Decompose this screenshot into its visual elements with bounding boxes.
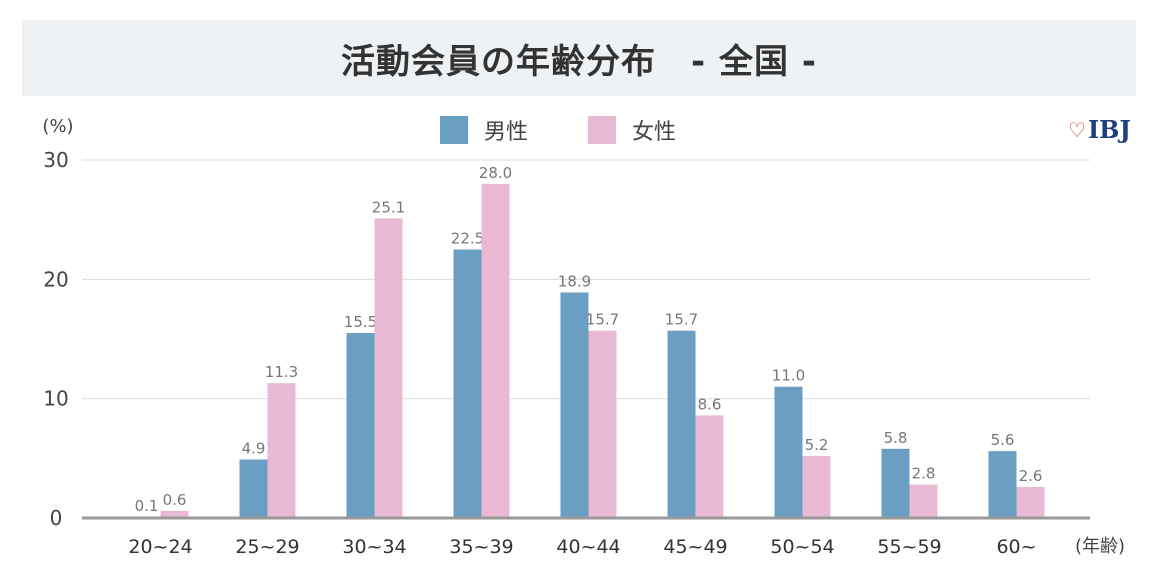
- data-label: 15.5: [344, 313, 377, 331]
- y-tick-label: 0: [50, 506, 63, 530]
- x-tick-label: 60~: [996, 536, 1036, 558]
- data-label: 15.7: [665, 311, 698, 329]
- bar-female: [802, 455, 831, 518]
- logo-text: IBJ: [1087, 115, 1131, 144]
- bar-male: [774, 386, 803, 518]
- x-tick-label: 35~39: [449, 536, 513, 558]
- data-label: 2.8: [912, 465, 936, 483]
- data-label: 15.7: [586, 311, 619, 329]
- bar-male: [881, 448, 910, 518]
- data-label: 0.6: [163, 491, 187, 509]
- bar-male: [346, 333, 375, 518]
- legend-swatch-female: [588, 116, 617, 144]
- legend-item-male: 男性: [440, 114, 528, 146]
- data-label: 5.2: [805, 436, 829, 454]
- bar-female: [374, 218, 403, 518]
- data-label: 11.0: [772, 367, 805, 385]
- data-label: 28.0: [479, 164, 512, 182]
- data-label: 11.3: [265, 363, 298, 381]
- bar-female: [160, 510, 189, 518]
- data-label: 0.1: [135, 497, 159, 515]
- x-tick-label: 30~34: [342, 536, 406, 558]
- bar-female: [1016, 486, 1045, 518]
- heart-icon: ♡: [1068, 117, 1086, 142]
- bar-male: [560, 292, 589, 518]
- x-tick-label: 55~59: [877, 536, 941, 558]
- x-axis-label: (年齢): [1075, 536, 1125, 557]
- bar-male: [988, 451, 1017, 518]
- bar-female: [588, 330, 617, 518]
- bar-female: [695, 415, 724, 518]
- x-tick-label: 20~24: [128, 536, 192, 558]
- ibj-logo: ♡ IBJ: [1068, 115, 1131, 144]
- data-label: 18.9: [558, 272, 591, 290]
- legend: 男性 女性: [440, 114, 736, 146]
- data-label: 8.6: [698, 395, 722, 413]
- bar-male: [667, 330, 696, 518]
- data-label: 5.6: [991, 431, 1015, 449]
- y-axis-label: (%): [42, 116, 73, 137]
- bar-male: [239, 459, 268, 518]
- bar-female: [909, 484, 938, 518]
- x-tick-label: 25~29: [235, 536, 299, 558]
- x-tick-label: 40~44: [556, 536, 620, 558]
- legend-label-male: 男性: [484, 120, 529, 145]
- data-label: 25.1: [372, 198, 405, 216]
- data-label: 4.9: [242, 440, 266, 458]
- data-label: 22.5: [451, 230, 484, 248]
- legend-label-female: 女性: [632, 120, 677, 145]
- y-tick-label: 10: [43, 387, 68, 411]
- bar-female: [267, 383, 296, 518]
- chart-title-bar: 活動会員の年齢分布 - 全国 -: [22, 20, 1136, 96]
- y-tick-label: 30: [43, 148, 68, 172]
- bar-female: [481, 183, 510, 518]
- y-tick-label: 20: [43, 267, 68, 291]
- legend-item-female: 女性: [588, 114, 676, 146]
- x-tick-label: 45~49: [663, 536, 727, 558]
- chart-title: 活動会員の年齢分布 - 全国 -: [341, 41, 817, 82]
- legend-swatch-male: [440, 116, 468, 144]
- bar-male: [453, 249, 482, 518]
- data-label: 5.8: [884, 429, 908, 447]
- x-tick-label: 50~54: [770, 536, 834, 558]
- data-label: 2.6: [1019, 467, 1043, 485]
